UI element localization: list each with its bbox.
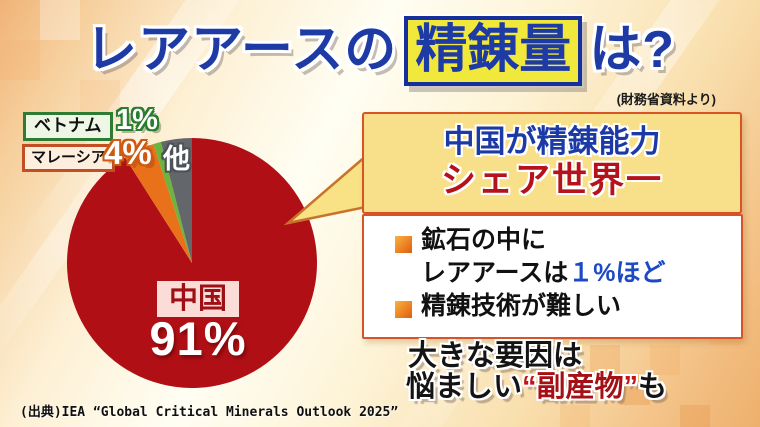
background-square	[680, 405, 710, 427]
background-square	[0, 40, 40, 80]
pie-pct-china: 91%	[149, 312, 247, 365]
fact1-line1: 鉱石の中に	[421, 226, 547, 254]
pie-slice-vietnam	[153, 141, 192, 263]
legend-pct-malaysia: 4%	[104, 134, 152, 171]
background-square	[40, 0, 80, 40]
legend-label-malaysia: マレーシア	[22, 144, 115, 173]
callout-box: 中国が精錬能力 シェア世界一	[362, 112, 742, 214]
page-title: レアアースの 精錬量 は?	[0, 16, 760, 86]
pie-label-other: 他	[163, 144, 190, 174]
facts-box: 鉱石の中に レアアースは１%ほど 精錬技術が難しい	[362, 214, 743, 339]
fact1-line2: レアアースは１%ほど	[421, 258, 666, 288]
footer-line2: 悩ましい“副産物”も	[406, 371, 668, 404]
pie-slice-china	[67, 138, 317, 388]
footer-line2-prefix: 悩ましい	[406, 371, 523, 403]
title-highlight-box: 精錬量	[404, 16, 583, 86]
bullet-square-icon	[395, 301, 412, 318]
fact1-line2-prefix: レアアースは	[421, 259, 569, 287]
pie-chart	[67, 138, 317, 388]
speech-bubble-tail-shape	[283, 153, 368, 226]
legend-label-vietnam: ベトナム	[23, 112, 113, 141]
background-square	[620, 375, 650, 405]
chart-source: (出典)IEA “Global Critical Minerals Outloo…	[20, 405, 399, 420]
bullet-square-icon	[395, 236, 412, 253]
legend-pct-vietnam: 1%	[116, 104, 158, 136]
title-part2: は?	[589, 21, 676, 80]
pie-label-china: 中国	[157, 281, 239, 317]
footer-line2-suffix: も	[638, 371, 668, 403]
background-square	[650, 345, 680, 375]
background-square	[590, 345, 620, 375]
callout-line1: 中国が精錬能力	[443, 124, 661, 160]
footer-highlight: 副産物	[536, 371, 624, 403]
title-source-note: (財務省資料より)	[616, 92, 716, 107]
footer-close-quote: ”	[623, 371, 639, 403]
pie-slice-other	[160, 138, 192, 263]
callout-line2: シェア世界一	[440, 161, 663, 201]
footer-line1: 大きな要因は	[408, 340, 583, 372]
footer-open-quote: “	[522, 371, 537, 403]
pie-slice-malaysia	[125, 144, 192, 263]
background-square	[560, 405, 590, 427]
title-part1: レアアースの	[84, 21, 398, 80]
fact2: 精錬技術が難しい	[421, 292, 622, 320]
speech-bubble-tail	[283, 153, 368, 226]
fact1-line2-highlight: １%ほど	[568, 259, 666, 287]
